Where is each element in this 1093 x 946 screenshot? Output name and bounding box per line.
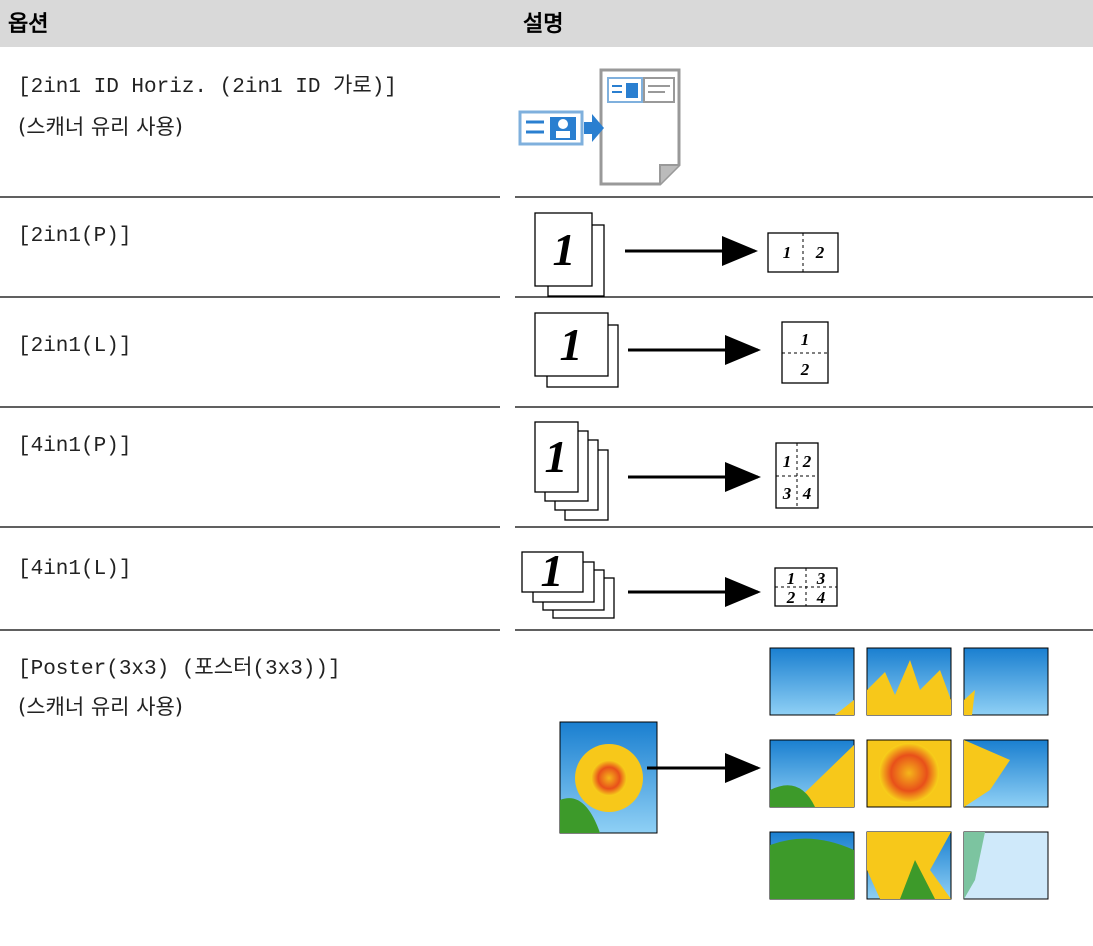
shape: [879, 743, 939, 803]
2in1-p-figure: 1 1 2: [534, 212, 839, 297]
2in1-l-figure: 1 1 2: [534, 312, 829, 388]
page-number: 1: [560, 319, 583, 370]
page-number: 1: [801, 330, 810, 349]
shape: [534, 212, 593, 287]
page-number: 1: [783, 243, 792, 262]
4in1-l-figure: 1 1 3 2 4: [521, 545, 838, 619]
option: [4in1(L)]: [18, 558, 131, 581]
option: [4in1(P)]: [18, 435, 131, 458]
shape: [558, 119, 568, 129]
shape: [626, 83, 638, 98]
header-cell: 설명: [523, 12, 563, 37]
row-separators: [0, 196, 1093, 631]
shape: [867, 660, 951, 715]
shape: [643, 77, 675, 103]
option: [2in1 ID Horiz. (2in1 ID 가로)]: [18, 74, 397, 99]
shape: [770, 838, 854, 899]
shape: [964, 690, 975, 715]
shape: [591, 760, 627, 796]
option: [2in1(L)]: [18, 335, 131, 358]
id-copy-figure: [518, 68, 681, 186]
page-number: 1: [545, 431, 568, 482]
header-bg: [0, 0, 1093, 47]
shape: [769, 647, 855, 716]
shape: [584, 114, 604, 142]
page-number: 1: [787, 569, 796, 588]
page-number: 2: [800, 360, 810, 379]
page-number: 2: [815, 243, 825, 262]
page-number: 3: [816, 569, 826, 588]
shape: [900, 860, 935, 899]
shape: [835, 700, 854, 715]
option: [Poster(3x3) (포스터(3x3))]: [18, 656, 341, 681]
shape: [867, 832, 951, 899]
option-note: (스캐너 유리 사용): [18, 115, 183, 139]
page-number: 2: [786, 588, 796, 607]
shape: [534, 312, 609, 377]
option-note: (스캐너 유리 사용): [18, 695, 183, 719]
option: [2in1(P)]: [18, 225, 131, 248]
shape: [556, 131, 570, 138]
page-number: 1: [541, 545, 564, 596]
shape: [534, 421, 579, 493]
page-number: 4: [802, 484, 812, 503]
page-number: 4: [816, 588, 826, 607]
page-number: 2: [802, 452, 812, 471]
page-number: 1: [553, 224, 576, 275]
page-number: 3: [782, 484, 792, 503]
poster-figure: [559, 647, 1049, 900]
shape: [770, 785, 815, 807]
header-cell: 옵션: [8, 12, 48, 37]
4in1-p-figure: 1 1 2 3 4: [534, 421, 819, 521]
shape: [521, 551, 584, 593]
shape: [964, 832, 985, 899]
shape: [964, 740, 1010, 807]
poster-tiles: [769, 647, 1049, 900]
shape: [659, 164, 679, 184]
shape: [963, 647, 1049, 716]
page-number: 1: [783, 452, 792, 471]
shape: [790, 745, 854, 807]
shape: [560, 798, 600, 833]
